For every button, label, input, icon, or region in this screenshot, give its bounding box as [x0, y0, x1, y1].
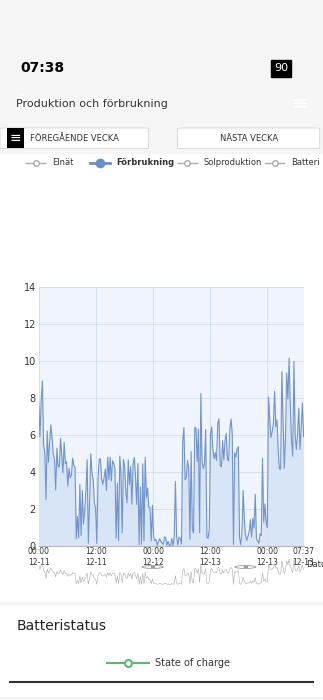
Text: ≡: ≡ — [292, 94, 308, 113]
Text: Elnät: Elnät — [52, 158, 73, 167]
Text: Batteri: Batteri — [291, 158, 319, 167]
Circle shape — [142, 566, 163, 568]
FancyBboxPatch shape — [0, 128, 149, 148]
FancyBboxPatch shape — [0, 605, 323, 697]
Text: FÖREGÅENDE VECKA: FÖREGÅENDE VECKA — [30, 134, 119, 143]
Text: Produktion och förbrukning: Produktion och förbrukning — [16, 99, 168, 108]
Text: State of charge: State of charge — [155, 658, 230, 668]
FancyBboxPatch shape — [178, 128, 320, 148]
Text: amp: amp — [81, 94, 121, 112]
Text: =: = — [243, 564, 248, 570]
Text: ferro: ferro — [16, 94, 56, 112]
Text: NÄSTA VECKA: NÄSTA VECKA — [220, 134, 278, 143]
Circle shape — [235, 566, 256, 568]
Text: Batteristatus: Batteristatus — [16, 620, 106, 634]
Text: Förbrukning: Förbrukning — [116, 158, 174, 167]
Text: 07:38: 07:38 — [20, 62, 64, 76]
Text: Solproduktion: Solproduktion — [203, 158, 262, 167]
Text: 90: 90 — [274, 63, 288, 74]
Text: =: = — [150, 564, 156, 570]
Text: Datum: Datum — [306, 560, 323, 568]
Text: ≡: ≡ — [10, 132, 21, 146]
